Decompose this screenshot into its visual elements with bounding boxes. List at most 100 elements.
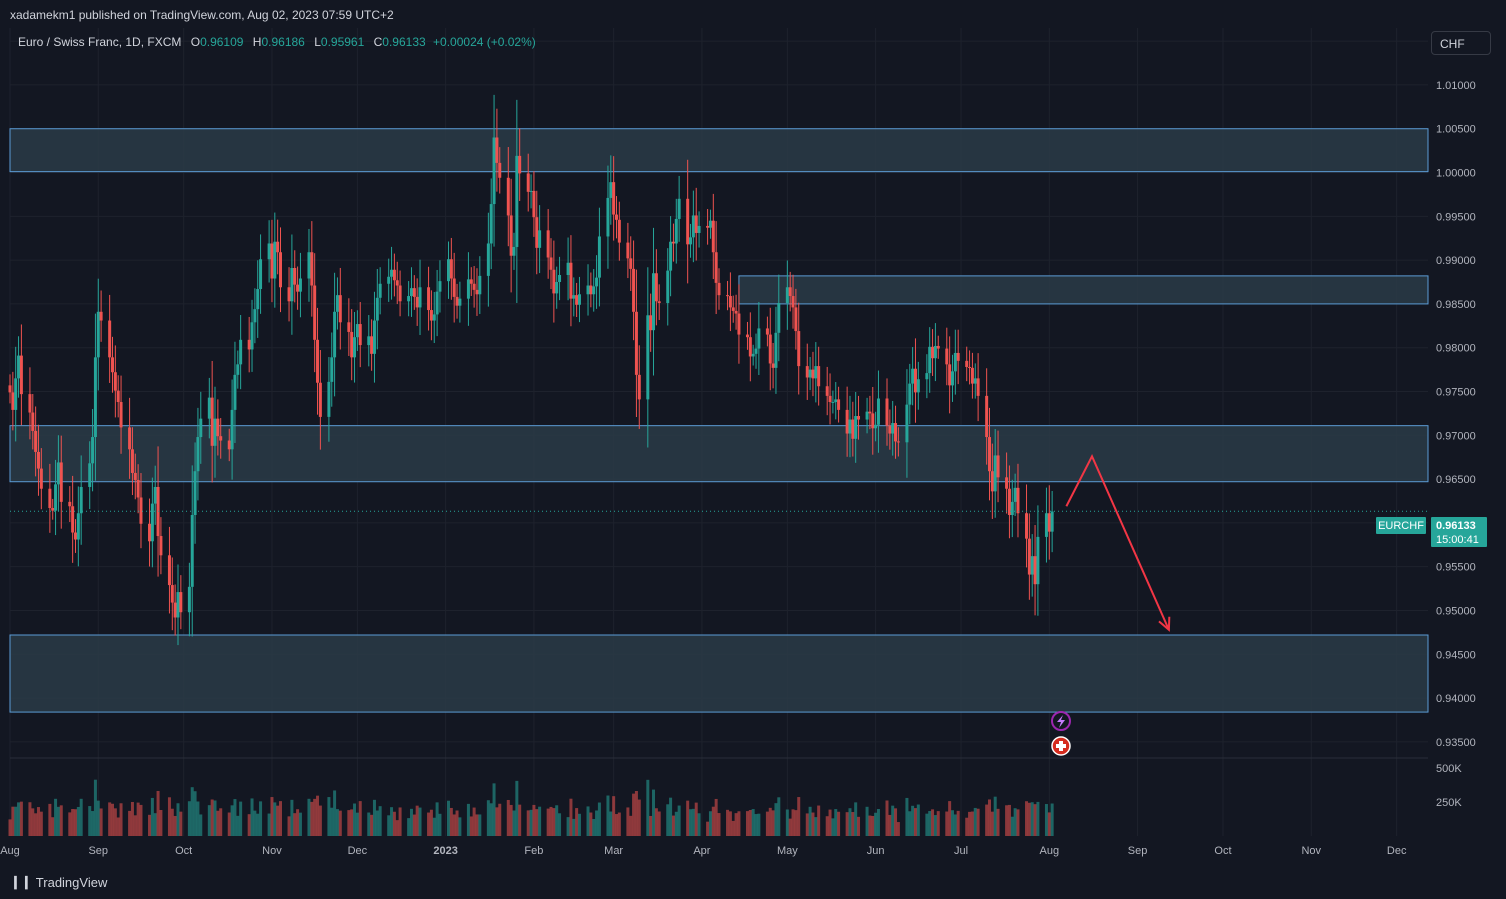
candle-body (173, 602, 177, 618)
symbol-legend[interactable]: Euro / Swiss Franc, 1D, FXCM O0.96109 H0… (18, 35, 536, 49)
volume-bar (111, 803, 115, 836)
candle-body (589, 285, 593, 295)
volume-bar (495, 807, 499, 836)
volume-bar (988, 799, 992, 836)
volume-bar (139, 804, 143, 836)
volume-bar (39, 811, 43, 836)
volume-bar (612, 796, 616, 836)
volume-bar (219, 808, 223, 836)
volume-bar (233, 799, 237, 836)
candle-body (130, 449, 134, 473)
candle-body (256, 289, 260, 310)
volume-bar (691, 808, 695, 836)
candle-body (637, 374, 641, 400)
zone-box (9, 634, 1429, 713)
volume-bar (76, 806, 80, 836)
time-tick-label: Aug (0, 845, 20, 857)
candle-body (956, 352, 960, 361)
volume-bar (1005, 805, 1009, 836)
lightning-event-icon[interactable] (1051, 711, 1071, 731)
candle-body (552, 269, 556, 294)
volume-bar (1007, 804, 1011, 836)
candle-body (350, 331, 354, 358)
volume-bar (791, 809, 795, 836)
volume-bar (407, 818, 411, 836)
candle-body (270, 243, 274, 279)
volume-bar (113, 808, 117, 836)
candle-body (575, 295, 579, 305)
candle-body (597, 236, 601, 278)
time-tick-label: Oct (175, 845, 192, 857)
candle-body (865, 411, 869, 420)
candle-body (236, 364, 240, 375)
candle-body (31, 412, 35, 431)
volume-bar (674, 811, 678, 836)
candle-body (99, 311, 103, 321)
candle-body (429, 310, 433, 321)
candle-body (418, 287, 422, 308)
currency-button[interactable]: CHF (1431, 31, 1491, 55)
candle-body (167, 555, 171, 586)
candle-body (1016, 487, 1020, 514)
volume-bar (708, 811, 712, 836)
candle-body (116, 390, 120, 403)
price-badge-bg (1431, 517, 1487, 547)
projection-arrow[interactable] (1065, 453, 1171, 632)
candle-body (686, 198, 690, 245)
time-tick-label: Sep (88, 845, 108, 857)
price-axis[interactable]: 1.015001.010001.005001.000000.995000.990… (1436, 36, 1476, 749)
volume-bar (96, 800, 100, 836)
candle-body (976, 378, 980, 396)
support-resistance-zones[interactable] (9, 128, 1429, 713)
candle-body (11, 392, 15, 410)
volume-bar (190, 787, 194, 836)
swiss-flag-event-icon[interactable] (1051, 736, 1071, 756)
candle-body (791, 296, 795, 308)
brand[interactable]: ❙❙ TradingView (10, 874, 107, 890)
volume-bar (908, 811, 912, 836)
volume-bar (677, 805, 681, 836)
volume-bar (506, 799, 510, 836)
volume-bar (1013, 808, 1017, 836)
volume-bar (296, 809, 300, 836)
candle-body (108, 320, 112, 358)
candle-body (515, 155, 519, 247)
time-tick-label: Oct (1214, 845, 1231, 857)
volume-bar (1027, 802, 1031, 836)
time-axis[interactable]: Aug Sep Oct Nov Dec 2023 Feb Mar Apr May Jun Jul Aug… (0, 845, 1407, 857)
volume-bar (170, 808, 174, 836)
candle-body (896, 441, 900, 443)
price-tick-label: 0.98000 (1436, 343, 1476, 355)
volume-bar (697, 813, 701, 836)
volume-bar (728, 811, 732, 836)
candle-body (768, 334, 772, 364)
volume-bar (652, 789, 656, 836)
candle-body (891, 423, 895, 434)
candle-body (293, 267, 297, 285)
volume-bar (398, 807, 402, 836)
candle-body (629, 258, 633, 269)
volume-bar (905, 797, 909, 836)
volume-bar (808, 806, 812, 836)
volume-bar (657, 811, 661, 836)
candle-body (367, 336, 371, 346)
price-tick-label: 0.95500 (1436, 562, 1476, 574)
candle-body (529, 190, 533, 192)
candle-body (754, 348, 758, 354)
zone-box (9, 425, 1429, 483)
candle-body (51, 507, 55, 511)
volume-bar (435, 802, 439, 836)
candle-body (190, 515, 194, 587)
candle-body (697, 225, 701, 233)
candle-body (93, 357, 97, 438)
candle-body (857, 416, 861, 420)
candle-body (415, 296, 419, 308)
candle-body (219, 436, 223, 441)
volume-bar (355, 812, 359, 836)
price-tick-label: 0.94500 (1436, 649, 1476, 661)
volume-bar (529, 809, 533, 836)
volume-bar (313, 798, 317, 836)
volume-bar (216, 810, 220, 836)
volume-bar (330, 807, 334, 836)
